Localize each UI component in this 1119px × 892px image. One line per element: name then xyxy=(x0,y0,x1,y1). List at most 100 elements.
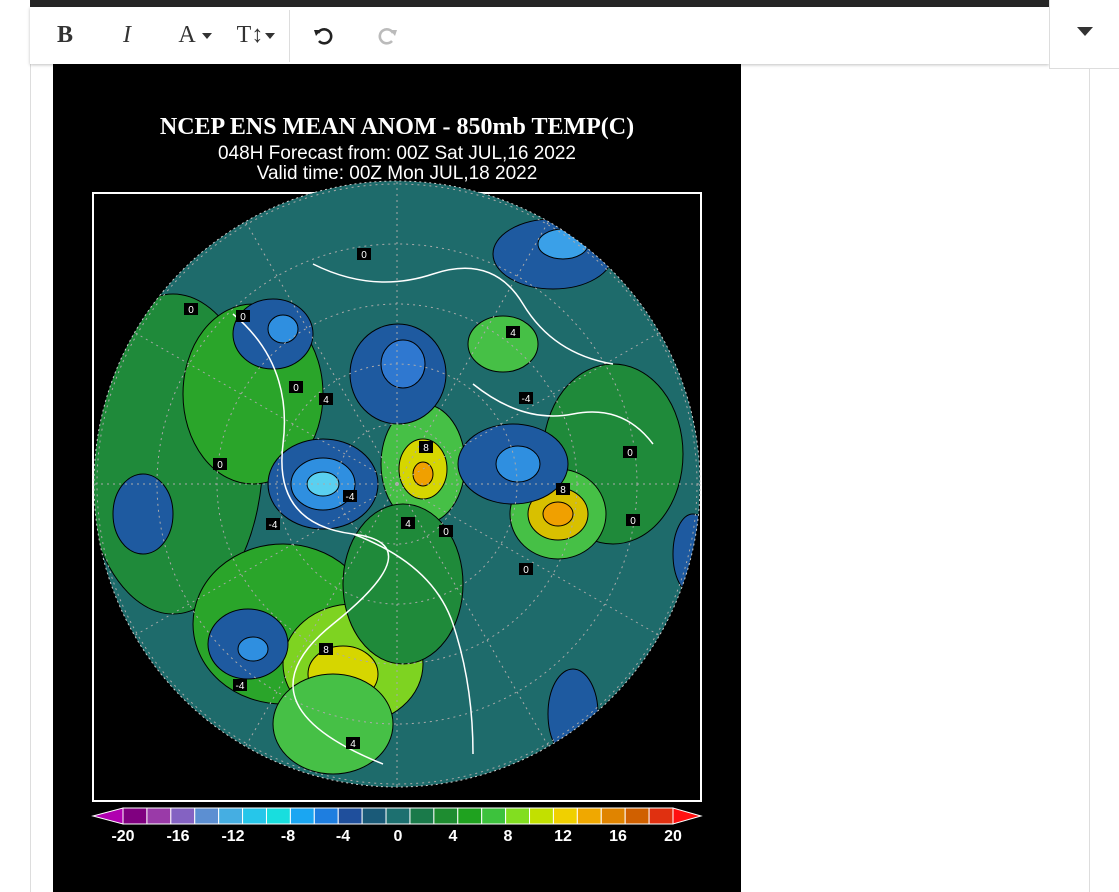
contour-label-box xyxy=(289,381,303,393)
contour-label-box xyxy=(233,679,247,691)
contour-label-box xyxy=(357,248,371,260)
caret xyxy=(202,33,212,39)
longitude-line xyxy=(134,332,398,485)
contour-label-box xyxy=(266,518,280,530)
colorbar-label: -16 xyxy=(166,828,189,845)
colorbar-swatch xyxy=(242,807,267,825)
colorbar-label: 20 xyxy=(664,828,682,845)
colorbar-swatch xyxy=(361,807,387,825)
colorbar-swatch xyxy=(600,807,626,825)
top-bar xyxy=(30,0,1049,7)
contour-label-box xyxy=(184,303,198,315)
contour-label-box xyxy=(623,446,637,458)
contour-label-box xyxy=(506,326,520,338)
colorbar-swatch xyxy=(385,807,411,825)
colorbar-swatch xyxy=(265,807,291,825)
colorbar-swatch xyxy=(409,807,435,825)
toolbar: B I A T↕ xyxy=(30,7,1049,64)
anomaly-region xyxy=(467,315,539,373)
contour-label: 4 xyxy=(323,395,329,406)
redo-button[interactable] xyxy=(376,25,398,47)
caret xyxy=(1077,27,1093,36)
contour-label: 0 xyxy=(240,312,246,323)
coastline xyxy=(312,263,614,365)
colorbar: -20 -16 -12 -8 -4 0 4 8 12 16 20 xyxy=(91,807,703,845)
colorbar-swatch xyxy=(194,807,220,825)
contour-label: 0 xyxy=(443,527,449,538)
forecast-image: NCEP ENS MEAN ANOM - 850mb TEMP(C) 048H … xyxy=(53,64,741,892)
colorbar-label: -4 xyxy=(336,828,350,845)
longitude-line xyxy=(396,483,660,636)
contour-label-box xyxy=(519,563,533,575)
colorbar-swatch xyxy=(337,807,363,825)
contour-label: 0 xyxy=(523,565,529,576)
colorbar-label: 4 xyxy=(449,828,458,845)
globe xyxy=(94,181,700,787)
font-color-button[interactable]: A xyxy=(178,22,196,48)
colorbar-swatch xyxy=(648,807,674,825)
contour-label: 4 xyxy=(350,739,356,750)
colorbar-swatch xyxy=(505,807,531,825)
contour-label: 8 xyxy=(423,443,429,454)
anomaly-region xyxy=(272,673,394,775)
contour-label: 0 xyxy=(630,516,636,527)
contour-label-box xyxy=(626,514,640,526)
editor-panel xyxy=(30,64,1090,892)
anomaly-region xyxy=(412,461,434,487)
separator xyxy=(289,10,290,62)
colorbar-label: 12 xyxy=(554,828,572,845)
contour-label: -4 xyxy=(236,681,245,692)
bold-button[interactable]: B xyxy=(56,22,73,48)
colorbar-swatch xyxy=(529,807,554,825)
colorbar-swatch xyxy=(481,807,507,825)
contour-label-box xyxy=(236,310,250,322)
colorbar-swatch xyxy=(624,807,650,825)
contour-label: 4 xyxy=(510,328,516,339)
contour-label-box xyxy=(346,737,360,749)
colorbar-swatch xyxy=(457,807,483,825)
contour-label-box xyxy=(419,441,433,453)
longitude-line xyxy=(396,332,660,485)
contour-label: 0 xyxy=(188,305,194,316)
contour-label-box xyxy=(439,525,453,537)
contour-label-box xyxy=(319,643,333,655)
contour-label: 4 xyxy=(405,519,411,530)
contour-label: 8 xyxy=(323,645,329,656)
colorbar-label: -12 xyxy=(221,828,244,845)
colorbar-swatch xyxy=(289,807,315,825)
contour-label: -4 xyxy=(522,394,531,405)
contour-label: -4 xyxy=(269,520,278,531)
longitude-line xyxy=(396,221,549,485)
colorbar-swatch xyxy=(576,807,602,825)
undo-button[interactable] xyxy=(313,25,335,47)
contour-label: 0 xyxy=(293,383,299,394)
coastline xyxy=(352,533,474,755)
longitude-line xyxy=(245,221,398,485)
colorbar-swatch xyxy=(146,807,172,825)
colorbar-swatch xyxy=(313,807,339,825)
coastline xyxy=(472,383,654,445)
text-size-button[interactable]: T↕ xyxy=(236,22,264,48)
more-dropdown[interactable] xyxy=(1049,0,1119,69)
contour-label: 8 xyxy=(560,485,566,496)
map-subtitle: 048H Forecast from: 00Z Sat JUL,16 2022 xyxy=(218,143,576,164)
contour-label-box xyxy=(519,392,533,404)
coastline xyxy=(232,313,390,765)
map-title: NCEP ENS MEAN ANOM - 850mb TEMP(C) xyxy=(160,114,634,140)
globe-edge xyxy=(93,180,701,788)
contour-label-box xyxy=(401,517,415,529)
colorbar-swatch xyxy=(433,807,459,825)
colorbar-label: 0 xyxy=(394,828,403,845)
longitude-line xyxy=(245,483,398,747)
contour-label-box xyxy=(213,458,227,470)
colorbar-swatch xyxy=(552,807,578,825)
colorbar-swatch xyxy=(122,807,148,825)
longitude-line xyxy=(134,483,398,636)
contour-label: 0 xyxy=(217,460,223,471)
colorbar-label: -20 xyxy=(111,828,134,845)
italic-button[interactable]: I xyxy=(123,22,131,48)
anomaly-region xyxy=(495,445,541,483)
contour-label-box xyxy=(343,490,357,502)
contour-label: -4 xyxy=(346,492,355,503)
